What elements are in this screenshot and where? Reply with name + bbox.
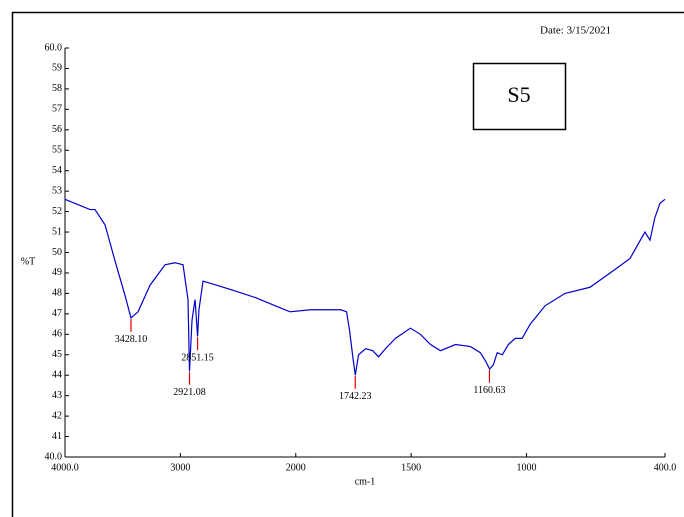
y-tick-label: 56 xyxy=(52,124,62,135)
peak-label: 1742.23 xyxy=(339,391,372,402)
peak-label: 2921.08 xyxy=(173,387,206,398)
x-tick-label: 400.0 xyxy=(654,462,677,473)
y-tick-label: 47 xyxy=(52,308,62,319)
x-tick-label: 4000.0 xyxy=(51,462,79,473)
date: Date: 3/15/2021 xyxy=(540,25,611,37)
y-tick-label: 53 xyxy=(52,185,62,196)
y-tick-label: 52 xyxy=(52,206,62,217)
y-tick-label: 49 xyxy=(52,267,62,278)
y-tick-label: 55 xyxy=(52,145,62,156)
peak-label: 1160.63 xyxy=(473,385,505,396)
peak-label: 3428.10 xyxy=(115,334,148,345)
y-tick-label: 59 xyxy=(52,63,62,74)
y-tick-label: 50 xyxy=(52,247,62,258)
x-tick-label: 1500 xyxy=(401,462,421,473)
y-tick-label: 57 xyxy=(52,104,62,115)
x-axis-label: cm-1 xyxy=(355,476,376,487)
y-tick-label: 43 xyxy=(52,390,62,401)
y-tick-label: 45 xyxy=(52,349,62,360)
sample-box xyxy=(472,62,567,131)
sample-label: S5 xyxy=(507,82,530,107)
y-tick-label: 41 xyxy=(52,431,62,442)
x-tick-label: 3000 xyxy=(170,462,190,473)
y-tick-label: 54 xyxy=(52,165,62,176)
frame xyxy=(11,11,684,517)
spectrum-line xyxy=(64,198,666,376)
x-tick-label: 1000 xyxy=(517,462,537,473)
y-tick-label: 44 xyxy=(52,369,62,380)
y-tick-label: 58 xyxy=(52,83,62,94)
peak-label: 2851.15 xyxy=(181,352,214,363)
y-tick-label: 42 xyxy=(52,410,62,421)
y-axis-label: %T xyxy=(21,256,35,267)
y-tick-label: 46 xyxy=(52,329,62,340)
y-tick-label: 51 xyxy=(52,226,62,237)
y-tick-label: 48 xyxy=(52,288,62,299)
x-tick-label: 2000 xyxy=(286,462,306,473)
y-tick-label: 60.0 xyxy=(45,42,63,53)
y-tick-label: 40.0 xyxy=(45,451,63,462)
